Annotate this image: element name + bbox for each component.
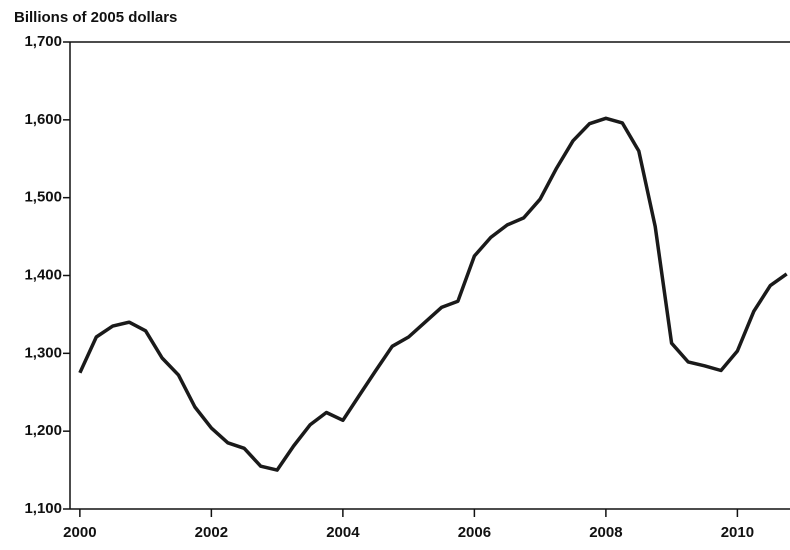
y-tick-label: 1,400 [24, 266, 62, 283]
x-tick-label: 2008 [589, 524, 622, 541]
x-tick-label: 2006 [458, 524, 491, 541]
y-tick-label: 1,100 [24, 500, 62, 517]
y-tick-label: 1,500 [24, 189, 62, 206]
x-tick-label: 2004 [326, 524, 360, 541]
x-tick-label: 2000 [63, 524, 96, 541]
x-tick-label: 2002 [195, 524, 228, 541]
y-tick-label: 1,200 [24, 422, 62, 439]
y-axis-label: Billions of 2005 dollars [14, 9, 177, 26]
data-line [78, 116, 788, 472]
y-tick-label: 1,300 [24, 344, 62, 361]
y-tick-label: 1,700 [24, 33, 62, 50]
y-tick-label: 1,600 [24, 111, 62, 128]
x-tick-label: 2010 [721, 524, 754, 541]
